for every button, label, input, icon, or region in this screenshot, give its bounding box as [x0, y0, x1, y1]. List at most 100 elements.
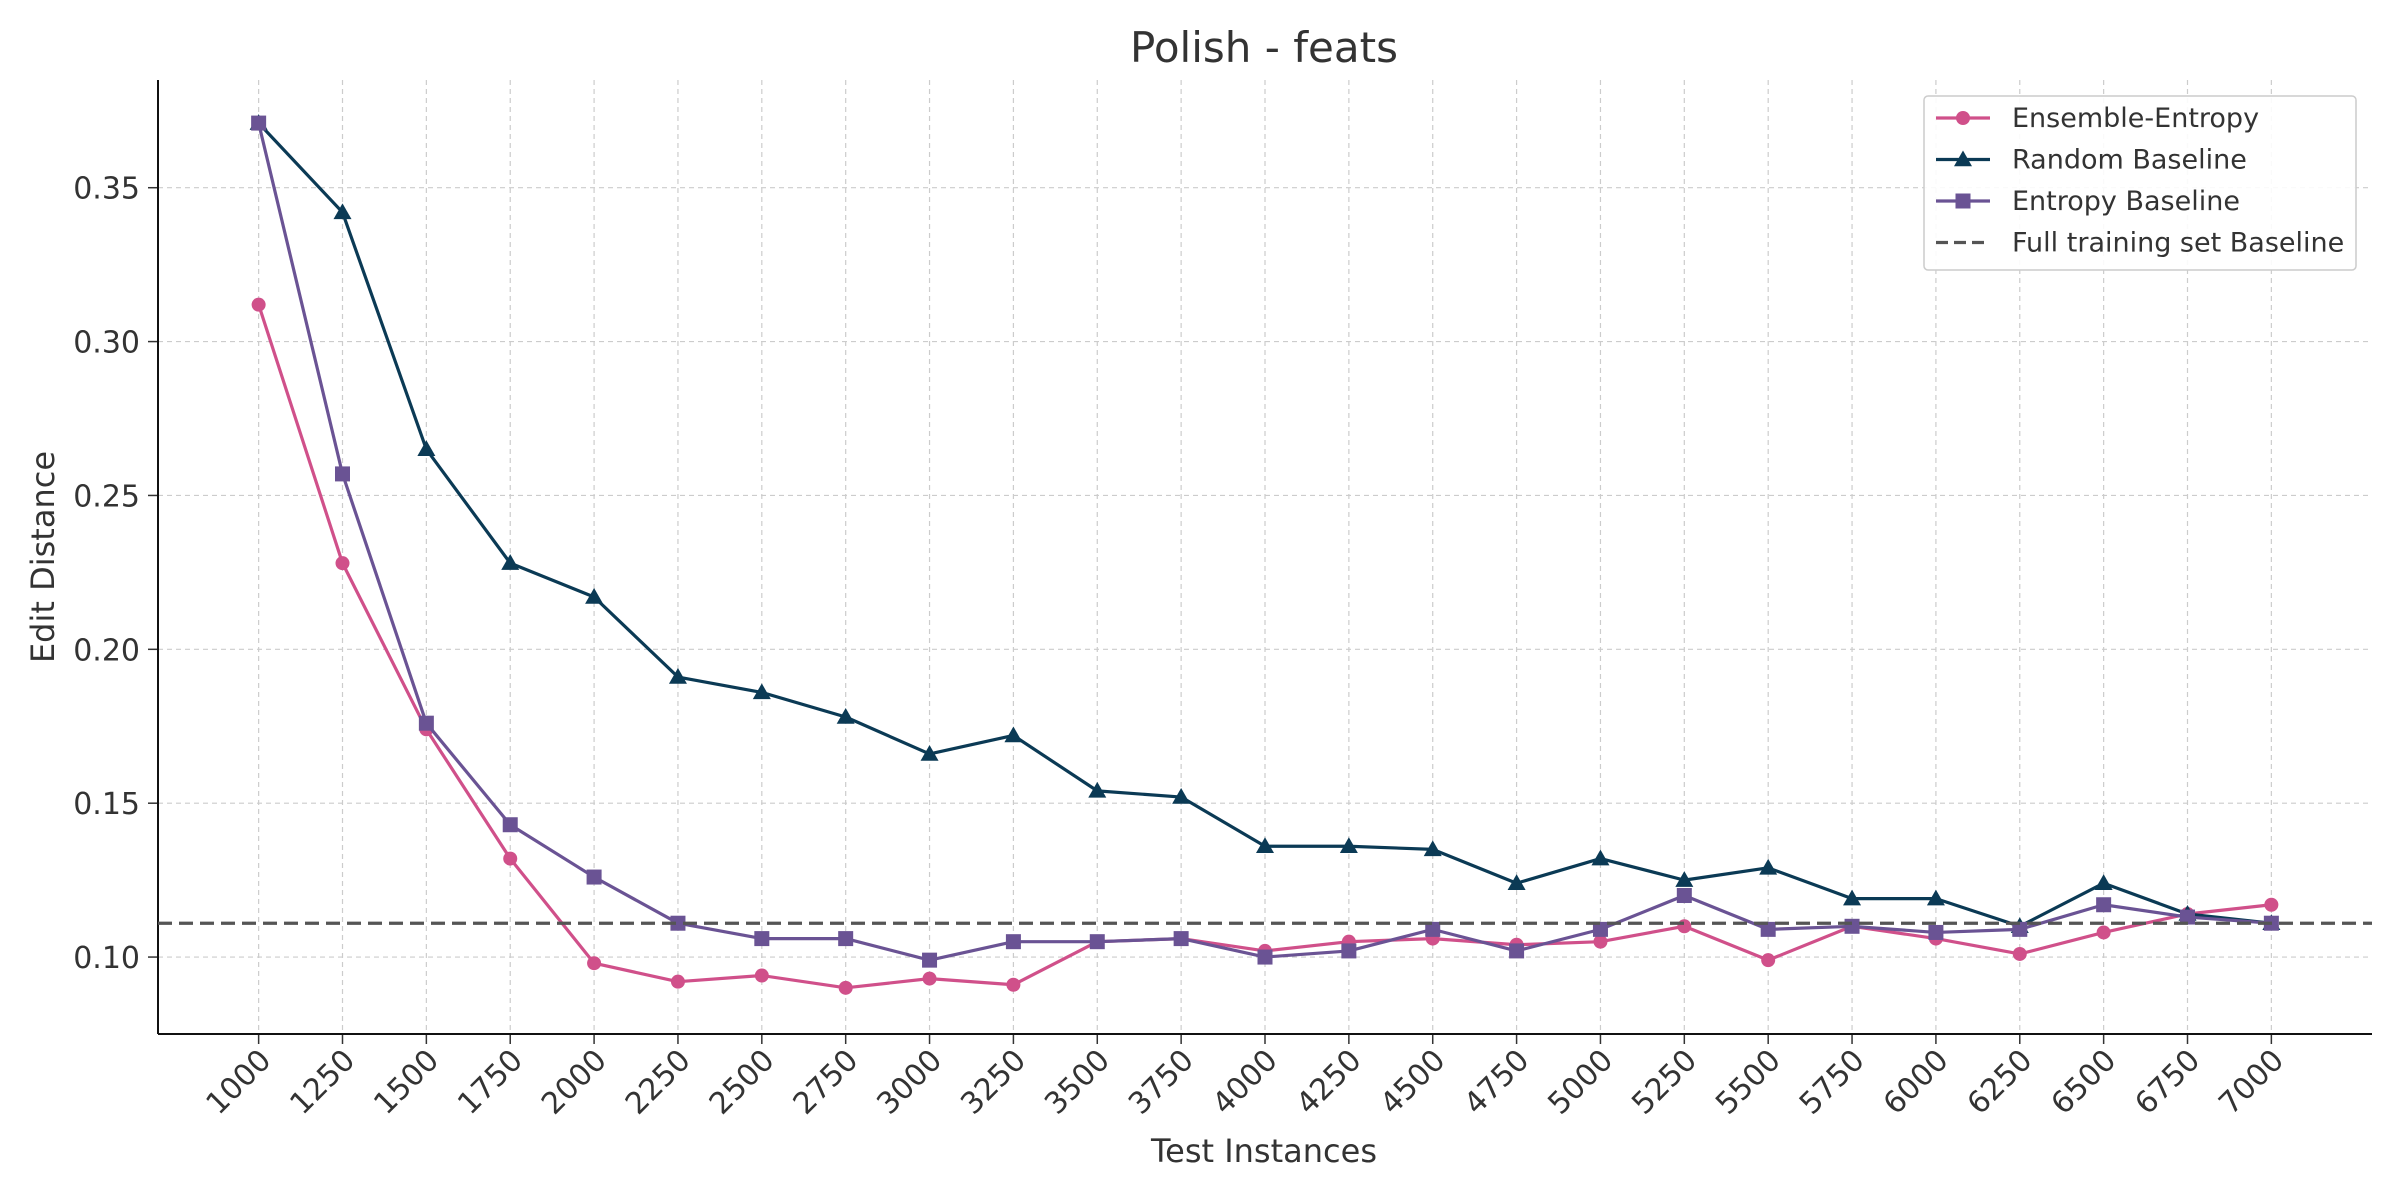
data-point — [2096, 925, 2111, 940]
data-point — [251, 115, 267, 131]
data-point — [1257, 949, 1273, 965]
y-tick-label: 0.25 — [73, 479, 140, 514]
data-point — [1928, 924, 1944, 940]
chart-title: Polish - feats — [1130, 23, 1398, 72]
data-point — [1089, 934, 1105, 950]
data-point — [1172, 788, 1191, 804]
x-tick-label: 5250 — [1625, 1043, 1704, 1122]
data-point — [335, 556, 350, 571]
legend-item: Ensemble-Entropy — [1936, 103, 2259, 134]
legend-item: Entropy Baseline — [1936, 186, 2240, 217]
legend-label: Full training set Baseline — [2012, 228, 2344, 259]
legend-label: Random Baseline — [2012, 145, 2247, 176]
legend-label: Ensemble-Entropy — [2012, 103, 2259, 134]
x-tick-label: 1000 — [200, 1043, 279, 1122]
data-point — [587, 956, 602, 971]
x-tick-label: 1250 — [283, 1043, 362, 1122]
data-point — [586, 869, 602, 885]
y-tick-label: 0.10 — [73, 941, 140, 976]
data-point — [836, 708, 855, 724]
data-point — [922, 971, 937, 986]
data-point — [1005, 934, 1021, 950]
data-point — [1004, 726, 1023, 743]
x-tick-label: 4000 — [1206, 1043, 1285, 1122]
data-point — [754, 931, 770, 947]
data-point — [1675, 871, 1694, 887]
data-point — [1425, 921, 1441, 937]
x-tick-label: 2250 — [619, 1043, 698, 1122]
data-point — [1593, 934, 1608, 949]
data-point — [670, 974, 685, 989]
data-point — [2094, 874, 2113, 890]
data-point — [335, 466, 350, 482]
x-tick-label: 3000 — [870, 1043, 949, 1122]
x-tick-label: 2750 — [787, 1043, 866, 1122]
data-point — [417, 440, 436, 457]
data-point — [752, 683, 771, 700]
data-point — [333, 203, 352, 220]
data-point — [1507, 874, 1526, 890]
data-point — [2264, 897, 2279, 912]
data-point — [502, 817, 518, 833]
data-point — [2096, 897, 2112, 913]
data-point — [1006, 977, 1021, 992]
data-point — [670, 915, 686, 931]
legend-box — [1923, 95, 2357, 271]
grid-lines — [158, 80, 2372, 1034]
y-tick-label: 0.20 — [73, 633, 140, 668]
legend-marker — [1956, 111, 1970, 125]
data-point — [838, 931, 854, 947]
x-tick-label: 1500 — [367, 1043, 446, 1122]
x-tick-label: 4500 — [1374, 1043, 1453, 1122]
data-point — [1760, 921, 1776, 937]
legend-label: Entropy Baseline — [2012, 186, 2240, 217]
x-tick-label: 3250 — [954, 1043, 1033, 1122]
legend: Ensemble-Entropy Random Baseline Entropy B… — [1923, 95, 2357, 271]
data-point — [668, 668, 687, 684]
data-point — [1844, 918, 1860, 934]
x-tick-label: 5500 — [1709, 1043, 1788, 1122]
x-tick-label: 4250 — [1290, 1043, 1369, 1122]
data-point — [1676, 888, 1692, 904]
legend-marker — [1954, 150, 1972, 167]
x-tick-label: 6750 — [2128, 1043, 2207, 1122]
x-tick-label: 5000 — [1541, 1043, 1620, 1122]
y-tick-label: 0.35 — [73, 172, 140, 207]
x-tick-label: 6500 — [2045, 1043, 2124, 1122]
legend-item: Full training set Baseline — [1936, 228, 2344, 259]
data-point — [920, 744, 939, 761]
data-point — [251, 297, 266, 312]
x-tick-label: 6000 — [1877, 1043, 1956, 1122]
data-point — [1759, 858, 1778, 875]
tick-labels: 1000 1250 1500 1750 2000 2250 2500 2750 3000 3250… — [73, 172, 2291, 1122]
x-tick-label: 4750 — [1458, 1043, 1537, 1122]
data-point — [2012, 921, 2028, 937]
data-point — [418, 715, 434, 731]
data-point — [1761, 953, 1776, 968]
y-tick-label: 0.30 — [73, 326, 140, 361]
data-point — [2012, 946, 2027, 961]
axes — [148, 80, 2372, 1044]
x-tick-label: 7000 — [2212, 1043, 2291, 1122]
x-tick-label: 2000 — [535, 1043, 614, 1122]
x-tick-label: 3500 — [1038, 1043, 1117, 1122]
data-point — [1926, 889, 1945, 906]
data-point — [503, 851, 518, 866]
y-tick-label: 0.15 — [73, 787, 140, 822]
data-point — [1677, 919, 1692, 934]
x-tick-label: 5750 — [1793, 1043, 1872, 1122]
data-point — [585, 588, 604, 604]
legend-marker — [1955, 193, 1971, 209]
data-point — [1173, 931, 1189, 947]
x-axis-label: Test Instances — [1150, 1132, 1377, 1170]
data-point — [1088, 781, 1107, 798]
data-point — [501, 554, 520, 570]
data-point — [1423, 840, 1442, 857]
data-point — [1341, 943, 1357, 959]
data-point — [1256, 837, 1274, 854]
data-point — [1843, 889, 1862, 906]
x-tick-label: 6250 — [1961, 1043, 2040, 1122]
data-point — [1509, 943, 1525, 959]
data-point — [1339, 837, 1358, 854]
